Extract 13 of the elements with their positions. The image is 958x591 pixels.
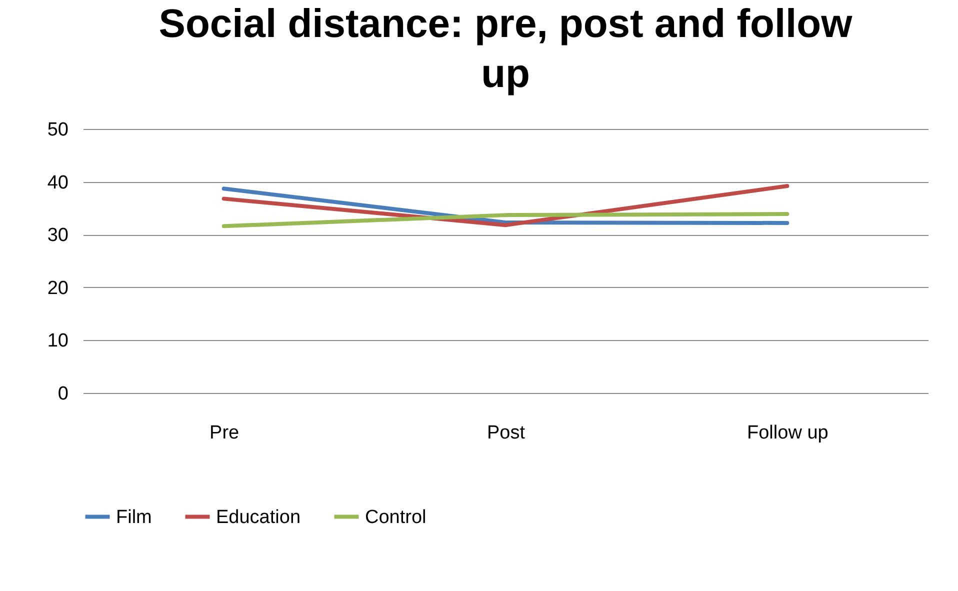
legend-label: Education [216, 506, 301, 528]
legend-label: Control [365, 506, 426, 528]
x-tick-label: Post [486, 422, 526, 444]
y-tick-label: 10 [47, 330, 68, 352]
y-tick-label: 0 [58, 384, 68, 404]
chart-title: Social distance: pre, post and follow up [158, 2, 854, 96]
x-tick-label: Pre [210, 422, 240, 444]
legend-label: Film [116, 506, 152, 528]
y-tick-label: 50 [47, 120, 68, 140]
y-tick-label: 30 [47, 225, 68, 246]
y-tick-label: 40 [47, 172, 68, 194]
x-tick-label: Follow up [747, 422, 828, 444]
y-tick-label: 20 [47, 278, 68, 299]
